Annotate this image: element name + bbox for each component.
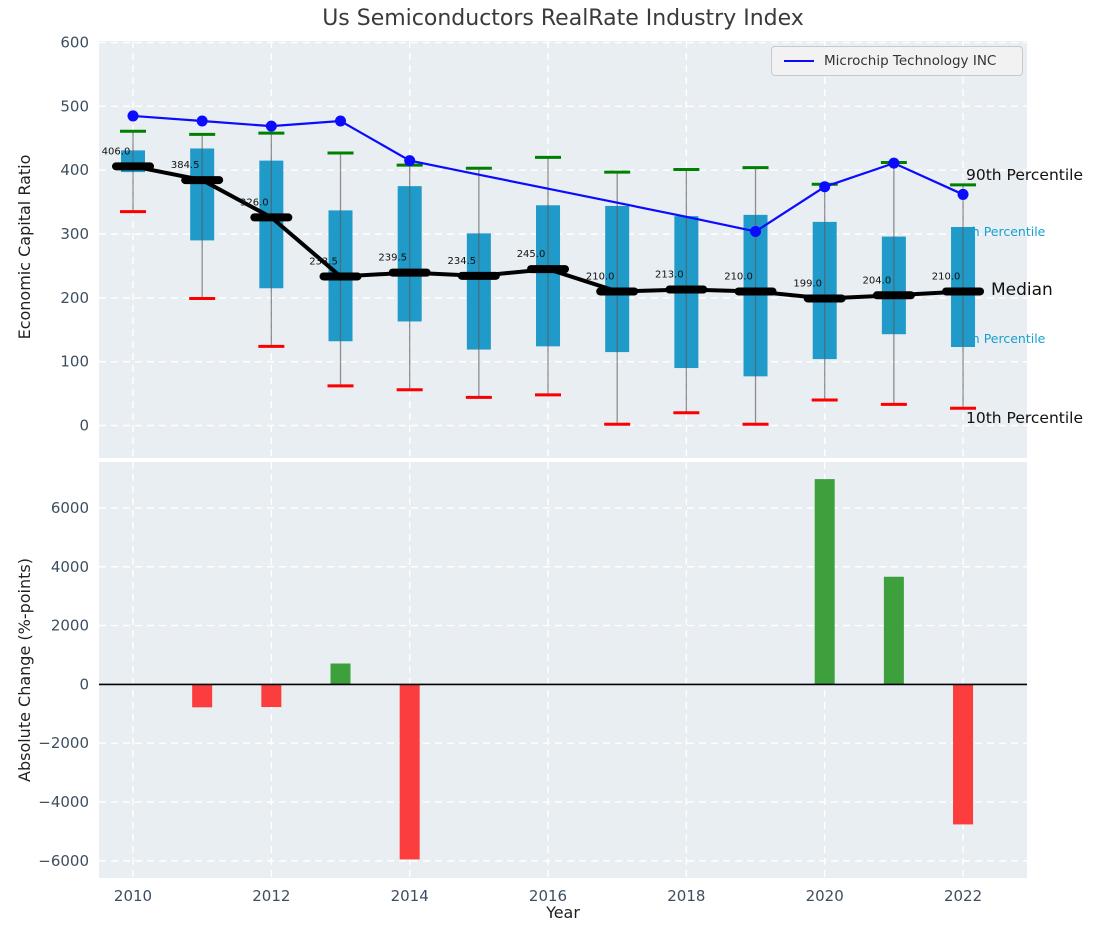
svg-text:2020: 2020 <box>806 887 844 905</box>
svg-text:−6000: −6000 <box>38 852 89 870</box>
svg-text:0: 0 <box>79 675 89 693</box>
svg-text:500: 500 <box>60 97 89 115</box>
svg-text:−4000: −4000 <box>38 793 89 811</box>
chart-title: Us Semiconductors RealRate Industry Inde… <box>322 6 804 31</box>
annotation-median: Median <box>991 280 1053 300</box>
absolute-change-bar-chart: 6000 4000 2000 0 −2000 −4000 −6000 2010 2012 2014… <box>38 462 1027 905</box>
svg-text:300: 300 <box>60 225 89 243</box>
svg-text:400: 400 <box>60 161 89 179</box>
svg-text:239.5: 239.5 <box>378 253 407 264</box>
line-swatch-icon <box>784 60 814 62</box>
svg-text:210.0: 210.0 <box>932 271 961 282</box>
svg-text:6000: 6000 <box>51 499 89 517</box>
svg-text:200: 200 <box>60 289 89 307</box>
svg-text:2022: 2022 <box>944 887 982 905</box>
svg-text:2018: 2018 <box>667 887 705 905</box>
svg-text:213.0: 213.0 <box>655 270 684 281</box>
svg-text:233.5: 233.5 <box>309 256 338 267</box>
annotation-10th-percentile: 10th Percentile <box>966 409 1084 427</box>
svg-text:204.0: 204.0 <box>863 275 892 286</box>
svg-text:384.5: 384.5 <box>171 160 200 171</box>
svg-text:2010: 2010 <box>114 887 152 905</box>
legend-label: Microchip Technology INC <box>824 53 997 69</box>
svg-text:2016: 2016 <box>529 887 567 905</box>
svg-text:210.0: 210.0 <box>724 271 753 282</box>
svg-text:−2000: −2000 <box>38 734 89 752</box>
annotation-90th-percentile: 90th Percentile <box>966 166 1084 184</box>
svg-text:4000: 4000 <box>51 558 89 576</box>
svg-text:406.0: 406.0 <box>102 146 131 157</box>
svg-text:199.0: 199.0 <box>793 278 822 289</box>
svg-text:600: 600 <box>60 34 89 52</box>
svg-text:2000: 2000 <box>51 617 89 635</box>
svg-text:100: 100 <box>60 353 89 371</box>
svg-text:2014: 2014 <box>391 887 429 905</box>
svg-text:245.0: 245.0 <box>517 249 546 260</box>
svg-text:0: 0 <box>79 417 89 435</box>
svg-text:234.5: 234.5 <box>448 256 477 267</box>
bottom-y-axis-label: Absolute Change (%-points) <box>15 558 34 782</box>
svg-text:2012: 2012 <box>252 887 290 905</box>
x-axis-label: Year <box>546 903 580 922</box>
svg-text:326.0: 326.0 <box>240 197 269 208</box>
svg-text:210.0: 210.0 <box>586 271 615 282</box>
legend: Microchip Technology INC <box>771 46 1023 76</box>
top-y-axis-label: Economic Capital Ratio <box>15 154 34 340</box>
